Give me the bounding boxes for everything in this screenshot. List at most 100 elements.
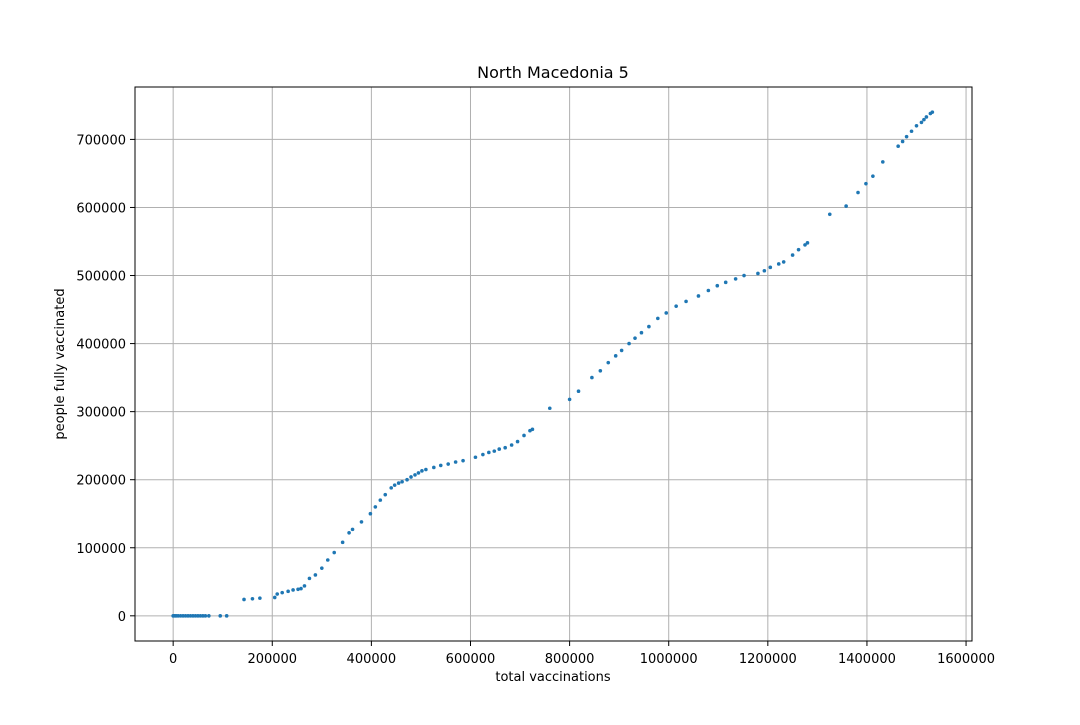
data-point [503, 445, 507, 450]
data-point [218, 614, 223, 618]
data-point [453, 460, 458, 464]
data-point [674, 304, 678, 308]
data-point [768, 265, 773, 270]
data-point [389, 486, 394, 490]
data-point [647, 324, 651, 329]
data-point [481, 452, 485, 457]
grid-lines [135, 87, 972, 641]
data-point [258, 596, 262, 600]
data-point [193, 614, 198, 618]
data-point [188, 614, 193, 618]
y-tick-label: 400000 [76, 338, 126, 353]
data-point [756, 271, 760, 276]
data-point [340, 540, 345, 545]
data-point [656, 316, 660, 321]
data-point [378, 498, 383, 502]
x-tick-label: 1600000 [937, 652, 995, 667]
data-point [522, 433, 526, 438]
data-point [400, 479, 404, 484]
data-point [664, 311, 669, 315]
y-tick-label: 600000 [76, 201, 126, 216]
data-point [373, 505, 378, 509]
data-point [320, 566, 324, 570]
chart-title: North Macedonia 5 [477, 63, 629, 82]
x-tick-label: 1000000 [640, 652, 698, 667]
data-point [487, 450, 491, 455]
data-point [368, 511, 373, 516]
data-point [224, 614, 229, 618]
data-point [473, 455, 478, 460]
data-point [706, 288, 711, 293]
y-tick-label: 700000 [76, 133, 126, 148]
y-axis-ticks: 0 100000 200000 300000 400000 500000 600000 700… [76, 133, 135, 625]
data-point [359, 520, 364, 524]
data-point [633, 336, 637, 340]
y-tick-label: 300000 [76, 406, 126, 421]
data-point [781, 260, 786, 264]
data-point [299, 586, 303, 591]
data-point [696, 294, 701, 298]
data-point [286, 589, 290, 594]
y-tick-label: 100000 [76, 542, 126, 557]
data-point [176, 614, 180, 618]
data-point [413, 473, 417, 477]
x-tick-label: 600000 [446, 652, 496, 667]
data-point [446, 462, 450, 466]
data-point [181, 614, 185, 618]
data-point [409, 475, 413, 479]
data-point [904, 134, 909, 139]
data-points [171, 110, 935, 618]
data-point [598, 369, 603, 373]
data-point [924, 115, 929, 119]
data-point [198, 614, 203, 618]
data-point [313, 573, 318, 577]
data-point [742, 273, 746, 278]
data-point [416, 471, 421, 475]
y-tick-label: 0 [118, 610, 126, 625]
data-point [405, 477, 409, 482]
data-point [733, 277, 738, 281]
data-point [302, 584, 307, 588]
x-axis-label: total vaccinations [495, 670, 611, 685]
data-point [619, 348, 624, 353]
data-point [396, 481, 401, 485]
data-point [242, 597, 246, 602]
data-point [919, 120, 924, 125]
data-point [350, 527, 355, 532]
data-point [530, 427, 535, 432]
data-point [272, 595, 277, 600]
data-point [392, 483, 397, 487]
data-point [432, 465, 436, 470]
x-tick-label: 0 [169, 652, 177, 667]
data-point [590, 375, 594, 380]
x-tick-label: 1200000 [739, 652, 797, 667]
data-point [438, 463, 443, 468]
x-tick-label: 200000 [247, 652, 297, 667]
data-point [856, 190, 860, 195]
data-point [900, 139, 905, 144]
data-point [567, 397, 572, 402]
data-point [880, 160, 885, 164]
data-point [790, 253, 795, 257]
y-tick-label: 200000 [76, 474, 126, 489]
data-point [914, 123, 919, 128]
data-point [461, 458, 465, 463]
data-point [871, 174, 875, 178]
data-point [191, 614, 195, 618]
data-point [715, 283, 720, 288]
data-point [178, 614, 183, 618]
data-point [576, 389, 581, 394]
data-point [864, 181, 868, 186]
data-point [639, 330, 644, 335]
data-point [424, 467, 428, 472]
data-point [325, 558, 330, 562]
data-point [844, 204, 848, 208]
data-point [684, 299, 688, 304]
data-point [805, 241, 810, 245]
data-point [922, 117, 926, 122]
data-point [627, 341, 631, 346]
data-point [776, 262, 781, 266]
data-point [186, 614, 190, 618]
